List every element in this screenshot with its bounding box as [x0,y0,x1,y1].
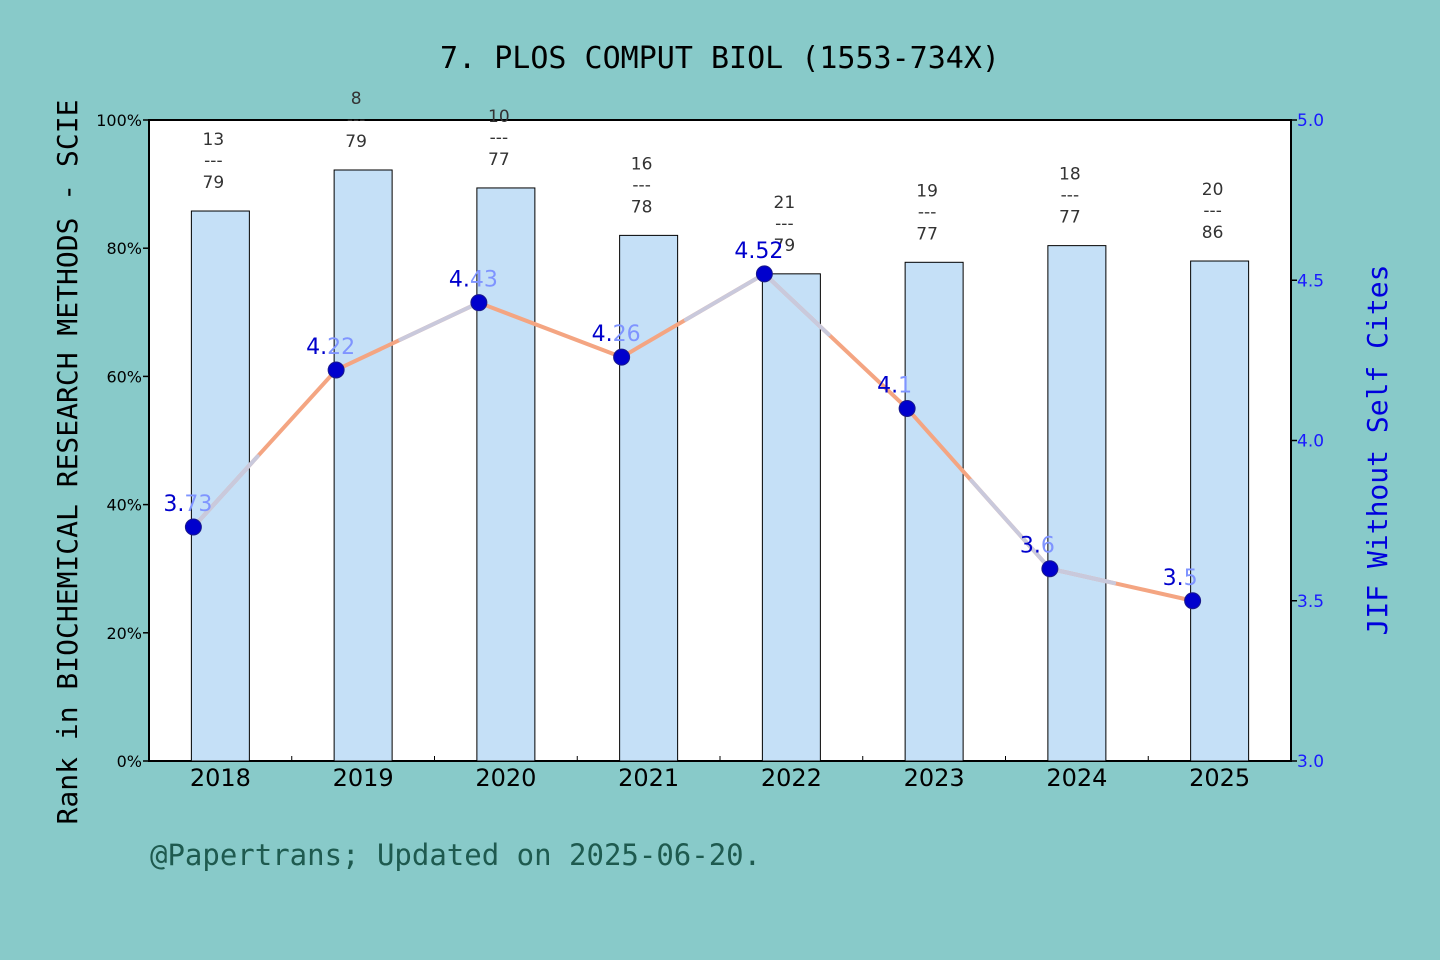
jif-value-int: 4.52 [734,239,783,264]
jif-line-highlight-1 [398,300,481,342]
rank-number-2025: 20 [1202,180,1224,200]
jif-point-2024 [1041,560,1059,578]
x-tick-label-2024: 2024 [1046,764,1107,792]
rank-total-2020: 77 [488,150,510,170]
jif-point-2019 [327,361,345,379]
jif-value-label-2025: 3.5 [1163,566,1198,591]
jif-value-int: 4. [306,335,327,360]
jif-value-int: 3. [1163,566,1184,591]
rank-total-2024: 77 [1059,208,1081,228]
jif-line-highlight-4 [762,271,831,337]
left-tick-label: 40% [106,496,142,515]
rank-total-2022: 79 [774,236,796,256]
rank-separator-2020: --- [490,128,508,148]
rank-total-2025: 86 [1202,223,1224,243]
bars-layer [190,169,1250,762]
bar-2022 [761,273,821,762]
x-tick-label-2020: 2020 [475,764,536,792]
jif-point-2018 [184,518,202,536]
rank-number-2018: 13 [203,130,225,150]
x-tick-label-2018: 2018 [190,764,251,792]
jif-point-2022 [755,265,773,283]
rank-number-2019: 8 [351,89,362,109]
jif-value-frac: 5 [1184,566,1198,591]
rank-separator-2025: --- [1203,201,1221,221]
left-tick-label: 100% [96,111,142,130]
jif-value-frac: 1 [898,373,912,398]
left-axis-label: Rank in BIOCHEMICAL RESEARCH METHODS - S… [51,100,84,825]
rank-number-2023: 19 [916,181,938,201]
x-tick-label-2025: 2025 [1189,764,1250,792]
rank-separator-2018: --- [204,151,222,171]
rank-total-2018: 79 [203,173,225,193]
right-tick-label: 5.0 [1297,111,1324,131]
rank-separator-2021: --- [632,175,650,195]
plot-area [148,119,1292,762]
jif-line-highlight-0 [191,454,260,530]
jif-point-2020 [470,294,488,312]
left-tick-label: 60% [106,367,142,386]
right-tick-label: 3.0 [1297,752,1324,772]
right-axis-label: JIF Without Self Cites [1361,265,1394,636]
line-layer: 3.734.224.434.264.524.13.63.5 [163,239,1202,610]
jif-value-frac: 26 [613,322,641,347]
jif-value-int: 4. [877,373,898,398]
jif-value-frac: 43 [470,268,498,293]
rank-separator-2024: --- [1061,186,1079,206]
jif-line-highlight-5 [969,478,1052,571]
bar-2018 [190,210,250,762]
left-tick-label: 80% [106,239,142,258]
jif-point-2025 [1184,592,1202,610]
left-tick-label: 0% [117,752,142,771]
jif-value-int: 3. [163,492,184,517]
jif-value-label-2021: 4.26 [592,322,641,347]
rank-separator-2022: --- [775,214,793,234]
jif-line-highlight-3 [683,271,767,322]
jif-value-int: 4. [592,322,613,347]
bar-2024 [1047,245,1107,762]
jif-point-2023 [898,399,916,417]
jif-value-frac: 22 [327,335,355,360]
jif-value-int: 3. [1020,534,1041,559]
rank-total-2021: 78 [631,197,653,217]
rank-separator-2023: --- [918,202,936,222]
rank-number-2024: 18 [1059,165,1081,185]
jif-value-label-2024: 3.6 [1020,534,1055,559]
jif-line-highlight-6 [1047,566,1117,586]
x-tick-label-2022: 2022 [761,764,822,792]
jif-value-label-2020: 4.43 [449,268,498,293]
rank-separator-2019: --- [347,110,365,130]
right-tick-label: 3.5 [1297,592,1324,612]
rank-number-2022: 21 [774,193,796,213]
bar-2021 [619,234,679,762]
chart-title: 7. PLOS COMPUT BIOL (1553-734X) [440,41,1000,76]
rank-number-2021: 16 [631,154,653,174]
rank-total-2019: 79 [345,132,367,152]
bar-2023 [904,261,964,762]
rank-number-2020: 10 [488,107,510,127]
jif-value-int: 4. [449,268,470,293]
x-tick-label-2021: 2021 [618,764,679,792]
left-tick-label: 20% [106,624,142,643]
bar-2025 [1190,260,1250,762]
bar-2020 [476,187,536,762]
right-tick-label: 4.0 [1297,432,1324,452]
jif-value-frac: 73 [184,492,212,517]
jif-value-label-2019: 4.22 [306,335,355,360]
jif-value-label-2023: 4.1 [877,373,912,398]
jif-value-frac: 6 [1041,534,1055,559]
rank-total-2023: 77 [916,224,938,244]
bar-2019 [333,169,393,762]
jif-value-label-2022: 4.52 [734,239,783,264]
jif-point-2021 [613,348,631,366]
x-tick-label-2023: 2023 [904,764,965,792]
jif-value-label-2018: 3.73 [163,492,212,517]
footer-credit: @Papertrans; Updated on 2025-06-20. [150,838,761,872]
x-tick-label-2019: 2019 [333,764,394,792]
right-tick-label: 4.5 [1297,271,1324,291]
